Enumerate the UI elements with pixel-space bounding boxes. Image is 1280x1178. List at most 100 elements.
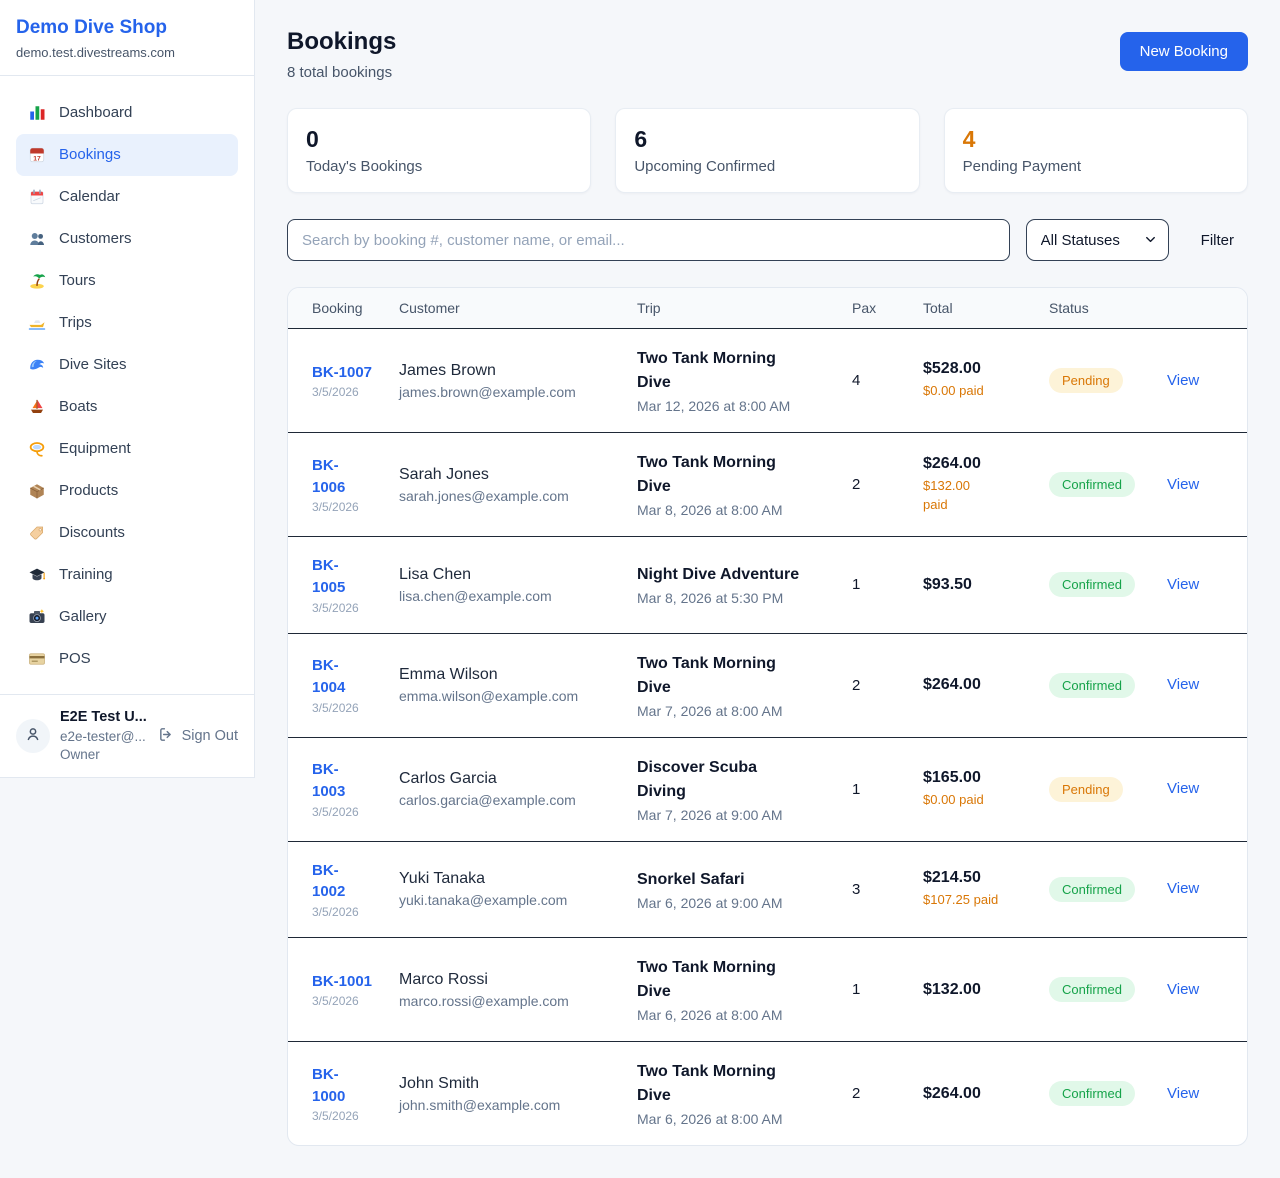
sidebar-item-label: Training (59, 566, 113, 583)
table-row: BK- 1004 3/5/2026 Emma Wilson emma.wilso… (288, 633, 1247, 738)
booking-id-link[interactable]: BK- 1003 (312, 761, 346, 800)
booking-date: 3/5/2026 (312, 600, 359, 615)
pax-count: 2 (852, 633, 923, 738)
camera-icon (28, 608, 46, 626)
view-link[interactable]: View (1167, 676, 1200, 693)
sidebar-item-label: Trips (59, 314, 92, 331)
table-row: BK- 1000 3/5/2026 John Smith john.smith@… (288, 1042, 1247, 1146)
status-badge: Confirmed (1049, 672, 1135, 698)
view-link[interactable]: View (1167, 371, 1200, 389)
sidebar-item-boats[interactable]: Boats (16, 386, 238, 428)
sidebar-item-equipment[interactable]: Equipment (16, 428, 238, 470)
table-row: BK-1001 3/5/2026 Marco Rossi marco.rossi… (288, 937, 1247, 1042)
paid-amount: $0.00 paid (923, 383, 984, 399)
dive-mask-icon (28, 440, 46, 458)
credit-card-icon (28, 650, 46, 668)
status-select[interactable]: All Statuses (1025, 219, 1169, 261)
view-link[interactable]: View (1167, 980, 1200, 998)
pax-count: 3 (852, 841, 923, 938)
pax-count: 1 (852, 536, 923, 634)
booking-id-link[interactable]: BK- 1004 (312, 657, 346, 696)
sidebar-item-dashboard[interactable]: Dashboard (16, 92, 238, 134)
view-link[interactable]: View (1167, 575, 1200, 593)
table-row: BK- 1006 3/5/2026 Sarah Jones sarah.jone… (288, 432, 1247, 537)
trip-datetime: Mar 6, 2026 at 9:00 AM (637, 894, 783, 911)
booking-date: 3/5/2026 (312, 385, 359, 400)
status-badge: Confirmed (1049, 977, 1135, 1002)
new-booking-button[interactable]: New Booking (1119, 32, 1248, 71)
view-link[interactable]: View (1167, 880, 1200, 898)
person-icon (23, 724, 43, 749)
paid-amount: $107.25 paid (923, 891, 999, 907)
sidebar-item-label: Gallery (59, 608, 107, 625)
sidebar-item-pos[interactable]: POS (16, 638, 238, 680)
booking-date: 3/5/2026 (312, 1109, 359, 1124)
stat-value: 4 (962, 126, 976, 152)
sidebar-item-discounts[interactable]: Discounts (16, 512, 238, 554)
booking-date: 3/5/2026 (312, 804, 359, 819)
sidebar-item-dive-sites[interactable]: Dive Sites (16, 344, 238, 386)
table-row: BK- 1003 3/5/2026 Carlos Garcia carlos.g… (288, 737, 1247, 842)
sidebar-item-label: Calendar (59, 188, 120, 205)
view-link[interactable]: View (1167, 475, 1200, 493)
sign-out-button[interactable]: Sign Out (158, 726, 238, 747)
sidebar-item-trips[interactable]: Trips (16, 302, 238, 344)
view-link[interactable]: View (1167, 780, 1200, 797)
sidebar-item-bookings[interactable]: 17 Bookings (16, 134, 238, 176)
stat-label: Upcoming Confirmed (634, 158, 776, 175)
booking-id-link[interactable]: BK- 1005 (312, 557, 346, 596)
trip-name: Snorkel Safari (637, 870, 745, 888)
search-input[interactable] (287, 219, 1010, 261)
pax-count: 4 (852, 328, 923, 433)
trip-name: Two Tank Morning Dive (637, 350, 776, 391)
booking-id-link[interactable]: BK- 1002 (312, 861, 346, 901)
customers-icon (28, 230, 46, 248)
stat-value: 0 (306, 126, 319, 152)
status-badge: Confirmed (1049, 572, 1135, 598)
view-link[interactable]: View (1167, 1084, 1200, 1102)
trip-name: Two Tank Morning Dive (637, 959, 776, 1000)
stats-row: 0 Today's Bookings 6 Upcoming Confirmed … (287, 108, 1248, 193)
island-icon (28, 272, 46, 290)
booking-id-link[interactable]: BK-1001 (312, 972, 373, 990)
table-row: BK- 1005 3/5/2026 Lisa Chen lisa.chen@ex… (288, 536, 1247, 634)
sidebar-item-label: Bookings (59, 146, 121, 163)
customer-email: james.brown@example.com (399, 383, 576, 400)
sidebar-item-customers[interactable]: Customers (16, 218, 238, 260)
customer-name: Emma Wilson (399, 666, 498, 683)
pax-count: 1 (852, 937, 923, 1042)
trip-datetime: Mar 7, 2026 at 9:00 AM (637, 806, 783, 823)
sidebar-item-tours[interactable]: Tours (16, 260, 238, 302)
bookings-table-card: Booking Customer Trip Pax Total Status B… (287, 287, 1248, 1146)
customer-name: Yuki Tanaka (399, 870, 485, 888)
avatar (16, 719, 50, 753)
stat-card-todays-bookings: 0 Today's Bookings (287, 108, 592, 193)
col-header-status: Status (1049, 288, 1167, 329)
sidebar-item-training[interactable]: Training (16, 554, 238, 596)
status-badge: Pending (1049, 776, 1123, 802)
trip-name: Two Tank Morning Dive (637, 454, 776, 495)
spiral-calendar-icon (28, 188, 46, 206)
booking-id-link[interactable]: BK- 1000 (312, 1065, 346, 1105)
brand-domain: demo.test.divestreams.com (16, 45, 175, 60)
booking-id-link[interactable]: BK-1007 (312, 363, 373, 381)
user-role: Owner (60, 746, 100, 762)
page-title-block: Bookings 8 total bookings (287, 28, 396, 81)
sign-out-icon (158, 726, 175, 747)
user-email: e2e-tester@... (60, 728, 146, 744)
table-header-row: Booking Customer Trip Pax Total Status (288, 288, 1247, 329)
filter-button[interactable]: Filter (1187, 224, 1248, 257)
booking-id-link[interactable]: BK- 1006 (312, 456, 346, 496)
stat-value: 6 (634, 126, 648, 152)
page-subtitle: 8 total bookings (287, 64, 393, 81)
booking-date: 3/5/2026 (312, 700, 359, 715)
pax-count: 2 (852, 1085, 861, 1102)
sidebar-item-products[interactable]: Products (16, 470, 238, 512)
sidebar-item-gallery[interactable]: Gallery (16, 596, 238, 638)
user-box: E2E Test U... e2e-tester@... Owner Sign … (0, 694, 254, 777)
sidebar-item-calendar[interactable]: Calendar (16, 176, 238, 218)
trip-datetime: Mar 8, 2026 at 8:00 AM (637, 502, 783, 518)
total-amount: $528.00 (923, 360, 981, 378)
bar-chart-icon (28, 104, 46, 122)
